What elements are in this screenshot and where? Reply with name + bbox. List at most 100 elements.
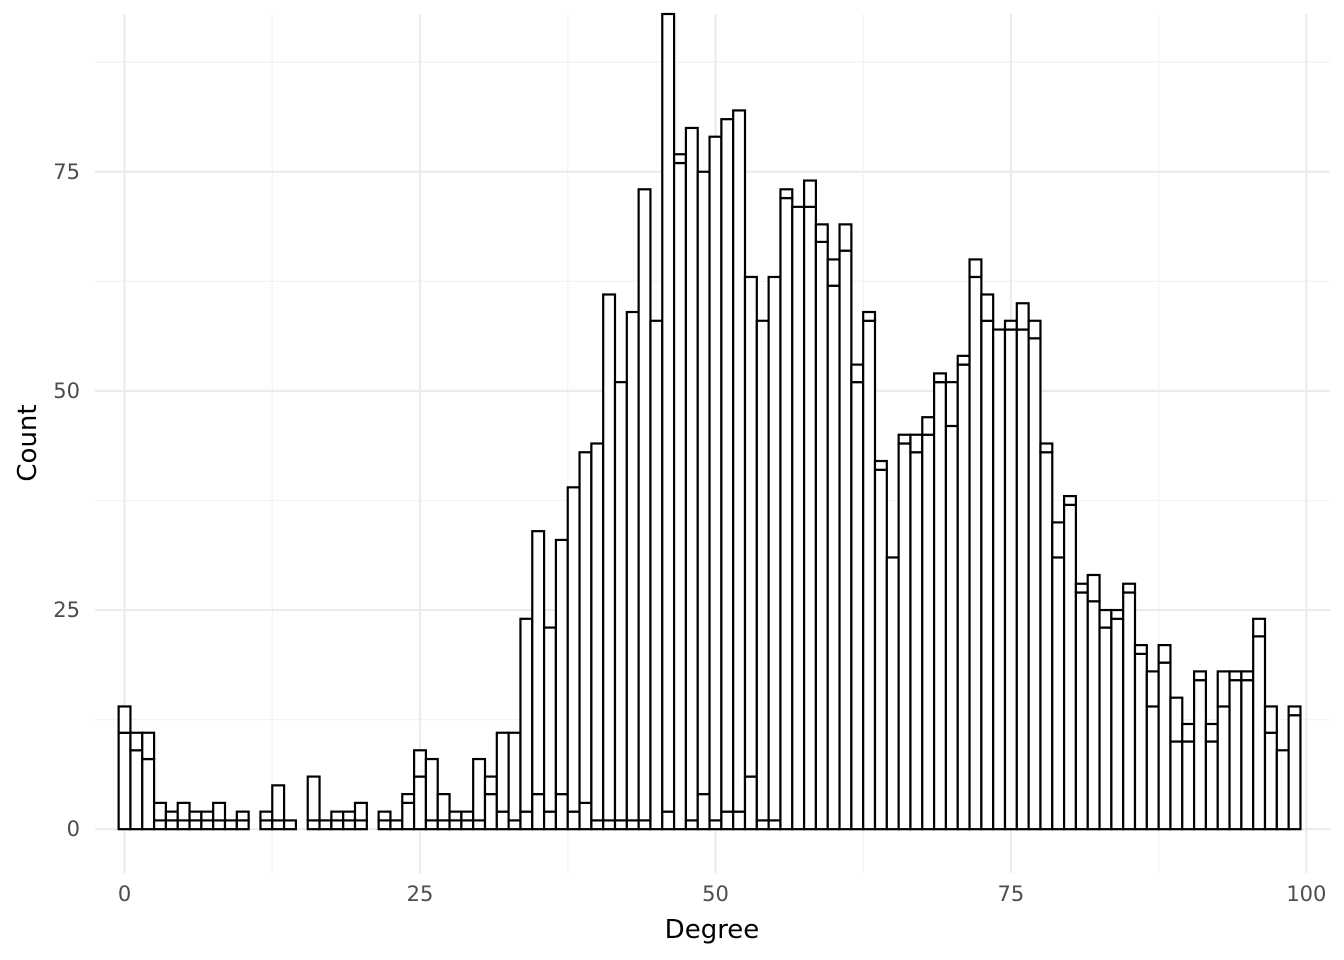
- histogram-bar: [696, 793, 711, 831]
- histogram-bar: [271, 819, 286, 831]
- histogram-bar: [590, 819, 605, 831]
- histogram-bar: [590, 442, 605, 822]
- histogram-bar: [1015, 328, 1030, 831]
- histogram-bar: [708, 135, 723, 822]
- histogram-bar: [1252, 617, 1267, 638]
- histogram-bar: [1051, 521, 1066, 559]
- histogram-bar: [330, 810, 345, 822]
- histogram-bar: [1192, 679, 1208, 831]
- histogram-bar: [472, 757, 487, 822]
- histogram-bar: [483, 793, 498, 831]
- histogram-bar: [519, 617, 534, 813]
- histogram-bar: [306, 819, 321, 831]
- histogram-bar: [519, 810, 534, 831]
- histogram-bar: [873, 459, 888, 471]
- histogram-bar: [885, 556, 900, 831]
- y-tick-label: 25: [53, 598, 80, 622]
- histogram-bar: [932, 372, 948, 384]
- histogram-bar: [755, 819, 770, 831]
- histogram-bar: [873, 468, 888, 831]
- histogram-bar: [353, 801, 368, 822]
- histogram-bar: [862, 319, 877, 831]
- histogram-bar: [342, 819, 357, 831]
- histogram-bar: [909, 451, 924, 831]
- histogram-bar: [424, 819, 439, 831]
- histogram-bar: [235, 810, 250, 822]
- histogram-bar: [944, 424, 959, 831]
- histogram-bar: [1216, 670, 1231, 708]
- x-tick-label: 50: [702, 882, 729, 906]
- histogram-bar: [672, 161, 688, 831]
- histogram-bar: [684, 819, 699, 831]
- histogram-bar: [460, 810, 475, 822]
- histogram-bar: [1275, 749, 1290, 831]
- histogram-bar: [212, 819, 227, 831]
- histogram-bar: [743, 275, 758, 778]
- histogram-bar: [1204, 722, 1219, 743]
- histogram-bar: [436, 819, 451, 831]
- histogram-bar: [330, 819, 345, 831]
- histogram-bar: [578, 801, 593, 831]
- y-tick-label: 50: [53, 379, 80, 403]
- histogram-bar: [1086, 573, 1101, 603]
- histogram-bar: [672, 153, 688, 165]
- histogram-bar: [897, 442, 912, 831]
- histogram-bar: [176, 819, 191, 831]
- histogram-bar: [1169, 696, 1184, 743]
- histogram-bar: [212, 801, 227, 822]
- histogram-bar: [909, 433, 924, 454]
- histogram-bar: [956, 354, 971, 366]
- bars-layer: [117, 12, 1302, 831]
- histogram-bar: [507, 731, 522, 822]
- histogram-bar: [1252, 635, 1267, 831]
- histogram-bar: [554, 793, 569, 831]
- histogram-bar: [802, 205, 818, 831]
- histogram-bar: [117, 731, 132, 831]
- histogram-bar: [483, 775, 498, 796]
- histogram-bar: [1228, 670, 1243, 682]
- histogram-bar: [1098, 626, 1113, 831]
- histogram-bar: [696, 170, 711, 796]
- y-tick-label: 75: [53, 160, 80, 184]
- histogram-bar: [625, 819, 640, 831]
- histogram-bar: [176, 801, 191, 822]
- histogram-bar: [791, 205, 806, 831]
- x-tick-label: 75: [998, 882, 1025, 906]
- y-tick-label: 0: [67, 817, 80, 841]
- histogram-bar: [720, 810, 735, 831]
- histogram-bar: [1110, 608, 1125, 620]
- histogram-bar: [542, 810, 558, 831]
- histogram-bar: [223, 819, 238, 831]
- histogram-bar: [401, 801, 416, 831]
- histogram-bar: [968, 258, 983, 279]
- y-axis-title: Count: [13, 404, 43, 481]
- histogram-bar: [1003, 328, 1018, 831]
- histogram-bar: [1074, 591, 1089, 831]
- histogram-bar: [1216, 705, 1231, 831]
- histogram-bar: [897, 433, 912, 445]
- histogram-bar: [259, 819, 274, 831]
- x-tick-label: 0: [118, 882, 131, 906]
- histogram-bar: [1086, 600, 1101, 831]
- histogram-bar: [1263, 731, 1278, 831]
- histogram-bar: [661, 810, 676, 831]
- histogram-bar: [602, 293, 617, 822]
- histogram-bar: [637, 188, 652, 822]
- histogram-bar: [1204, 740, 1219, 831]
- histogram-bar: [980, 293, 995, 322]
- histogram-bar: [164, 819, 179, 831]
- ticks-layer: 0 25 50 75 100 0 25 50 75: [53, 160, 1326, 906]
- histogram-bar: [507, 819, 522, 831]
- histogram-bar: [921, 416, 936, 436]
- histogram-bar: [129, 731, 144, 752]
- histogram-bar: [684, 126, 699, 822]
- histogram-bar: [318, 819, 333, 831]
- histogram-bar: [1133, 644, 1148, 655]
- histogram-bar: [129, 749, 144, 831]
- histogram-bar: [838, 223, 853, 252]
- histogram-bar: [1027, 337, 1042, 831]
- histogram-bar: [542, 626, 558, 813]
- histogram-bar: [424, 757, 439, 822]
